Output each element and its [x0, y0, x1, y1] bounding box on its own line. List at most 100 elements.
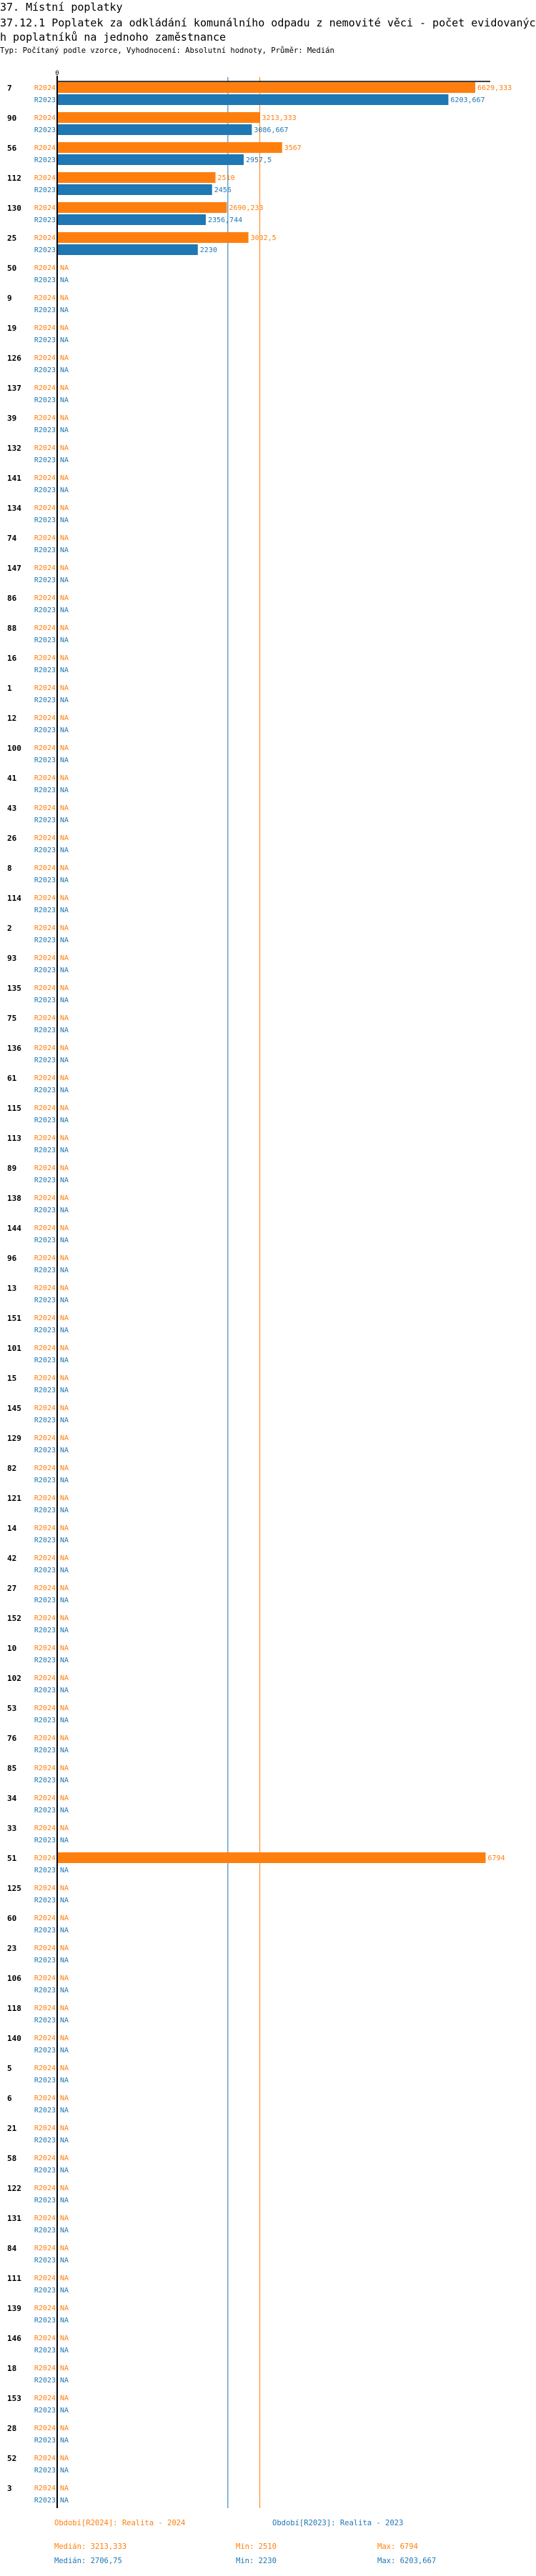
series-label-r2023: R2023	[34, 576, 56, 584]
series-label-r2024: R2024	[34, 1254, 56, 1262]
legend-r2024: Období[R2024]: Realita - 2024	[54, 2519, 186, 2527]
category-label: 138	[7, 1194, 21, 1203]
series-label-r2024: R2024	[34, 2065, 56, 2072]
series-label-r2024: R2024	[34, 534, 56, 542]
na-label: NA	[60, 937, 69, 944]
na-label: NA	[60, 2077, 69, 2085]
na-label: NA	[60, 1344, 69, 1352]
na-label: NA	[60, 396, 69, 404]
na-label: NA	[60, 576, 69, 584]
bar-r2023	[57, 94, 449, 105]
bar-r2023	[57, 184, 212, 195]
series-label-r2024: R2024	[34, 1644, 56, 1652]
na-label: NA	[60, 924, 69, 932]
series-label-r2024: R2024	[34, 1734, 56, 1742]
series-label-r2023: R2023	[34, 2467, 56, 2475]
series-label-r2023: R2023	[34, 997, 56, 1004]
category-label: 16	[7, 654, 17, 663]
series-label-r2024: R2024	[34, 2335, 56, 2342]
category-label: 52	[7, 2454, 16, 2463]
na-label: NA	[60, 1674, 69, 1682]
series-label-r2023: R2023	[34, 1747, 56, 1754]
series-label-r2024: R2024	[34, 1614, 56, 1622]
series-label-r2023: R2023	[34, 1567, 56, 1574]
na-label: NA	[60, 1794, 69, 1802]
series-label-r2023: R2023	[34, 96, 56, 104]
na-label: NA	[60, 1777, 69, 1784]
series-label-r2023: R2023	[34, 516, 56, 524]
category-label: 118	[7, 2004, 21, 2013]
series-label-r2023: R2023	[34, 2047, 56, 2055]
bar-r2024	[57, 82, 475, 93]
category-label: 60	[7, 1914, 16, 1923]
series-label-r2023: R2023	[34, 186, 56, 194]
na-label: NA	[60, 1254, 69, 1262]
series-label-r2024: R2024	[34, 1884, 56, 1892]
series-label-r2023: R2023	[34, 1327, 56, 1334]
category-label: 5	[7, 2064, 12, 2073]
category-label: 9	[7, 294, 12, 303]
series-label-r2023: R2023	[34, 276, 56, 284]
value-label: 3213,333	[262, 114, 297, 122]
category-label: 131	[7, 2214, 21, 2223]
series-label-r2024: R2024	[34, 1014, 56, 1022]
bar-r2024	[57, 232, 249, 243]
category-label: 8	[7, 864, 12, 873]
series-label-r2024: R2024	[34, 624, 56, 632]
series-label-r2024: R2024	[34, 144, 56, 152]
series-label-r2024: R2024	[34, 234, 56, 242]
series-label-r2023: R2023	[34, 1717, 56, 1724]
na-label: NA	[60, 2467, 69, 2475]
na-label: NA	[60, 2005, 69, 2012]
na-label: NA	[60, 817, 69, 824]
series-label-r2023: R2023	[34, 2137, 56, 2145]
na-label: NA	[60, 336, 69, 344]
series-label-r2023: R2023	[34, 1237, 56, 1244]
category-label: 129	[7, 1434, 21, 1443]
na-label: NA	[60, 2215, 69, 2222]
na-label: NA	[60, 2065, 69, 2072]
na-label: NA	[60, 2365, 69, 2372]
series-label-r2024: R2024	[34, 174, 56, 182]
na-label: NA	[60, 1404, 69, 1412]
na-label: NA	[60, 2185, 69, 2192]
na-label: NA	[60, 426, 69, 434]
value-label: 2690,233	[229, 204, 263, 212]
series-label-r2023: R2023	[34, 1477, 56, 1484]
series-label-r2023: R2023	[34, 2377, 56, 2385]
series-label-r2023: R2023	[34, 2317, 56, 2325]
series-label-r2023: R2023	[34, 1657, 56, 1664]
na-label: NA	[60, 2017, 69, 2025]
category-label: 151	[7, 1314, 21, 1323]
series-label-r2023: R2023	[34, 1357, 56, 1364]
na-label: NA	[60, 1177, 69, 1184]
category-label: 136	[7, 1044, 21, 1053]
category-label: 88	[7, 624, 16, 633]
series-label-r2023: R2023	[34, 907, 56, 914]
chart-title: 37.12.1 Poplatek za odkládání komunálníh…	[0, 16, 536, 44]
na-label: NA	[60, 1747, 69, 1754]
category-label: 1	[7, 684, 12, 693]
category-label: 25	[7, 234, 16, 243]
na-label: NA	[60, 2287, 69, 2295]
na-label: NA	[60, 1867, 69, 1874]
x-tick-label: 0	[55, 70, 59, 77]
series-label-r2024: R2024	[34, 1914, 56, 1922]
series-label-r2024: R2024	[34, 834, 56, 842]
series-label-r2024: R2024	[34, 2155, 56, 2162]
series-label-r2023: R2023	[34, 1117, 56, 1124]
na-label: NA	[60, 804, 69, 812]
na-label: NA	[60, 2095, 69, 2102]
category-label: 122	[7, 2184, 21, 2193]
na-label: NA	[60, 697, 69, 704]
category-label: 115	[7, 1104, 21, 1113]
series-label-r2024: R2024	[34, 264, 56, 272]
na-label: NA	[60, 324, 69, 332]
na-label: NA	[60, 1237, 69, 1244]
na-label: NA	[60, 2377, 69, 2385]
series-label-r2023: R2023	[34, 426, 56, 434]
series-label-r2023: R2023	[34, 2077, 56, 2085]
series-label-r2023: R2023	[34, 396, 56, 404]
na-label: NA	[60, 1957, 69, 1965]
na-label: NA	[60, 1374, 69, 1382]
